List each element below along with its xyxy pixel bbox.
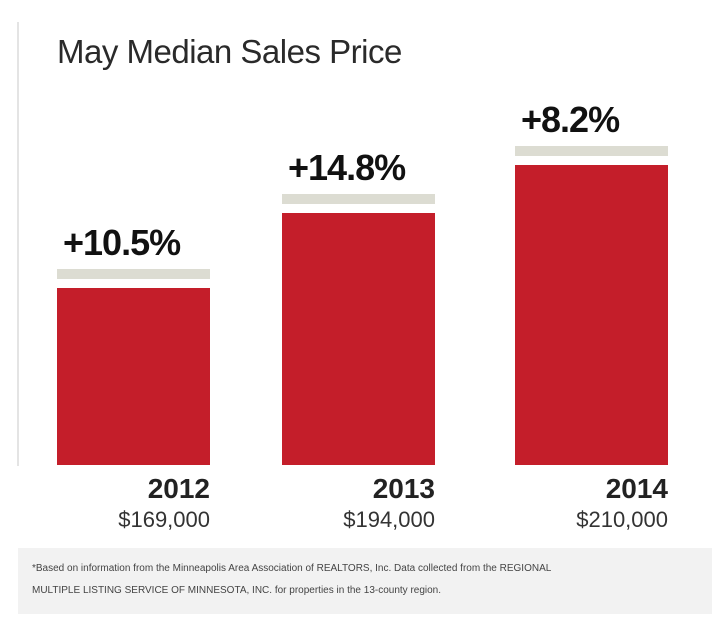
price-label: $194,000 (343, 507, 435, 532)
bar-2013 (282, 213, 435, 465)
footnote-line-1: *Based on information from the Minneapol… (32, 563, 552, 574)
price-label: $210,000 (576, 507, 668, 532)
year-label: 2014 (605, 473, 668, 504)
price-label: $169,000 (118, 507, 210, 532)
footnote-line-2: MULTIPLE LISTING SERVICE OF MINNESOTA, I… (32, 585, 442, 596)
year-label: 2012 (147, 473, 210, 504)
bar-2012 (57, 288, 210, 465)
bar-2014 (515, 165, 668, 465)
footnote-box: *Based on information from the Minneapol… (18, 548, 712, 614)
chart-title: May Median Sales Price (57, 33, 402, 70)
change-label: +14.8% (288, 147, 406, 188)
change-label: +8.2% (521, 99, 620, 140)
bar-cap-2014 (515, 146, 668, 156)
y-axis-line (17, 22, 19, 466)
change-label: +10.5% (63, 222, 181, 263)
year-label: 2013 (372, 473, 435, 504)
bar-cap-2013 (282, 194, 435, 204)
bar-cap-2012 (57, 269, 210, 279)
